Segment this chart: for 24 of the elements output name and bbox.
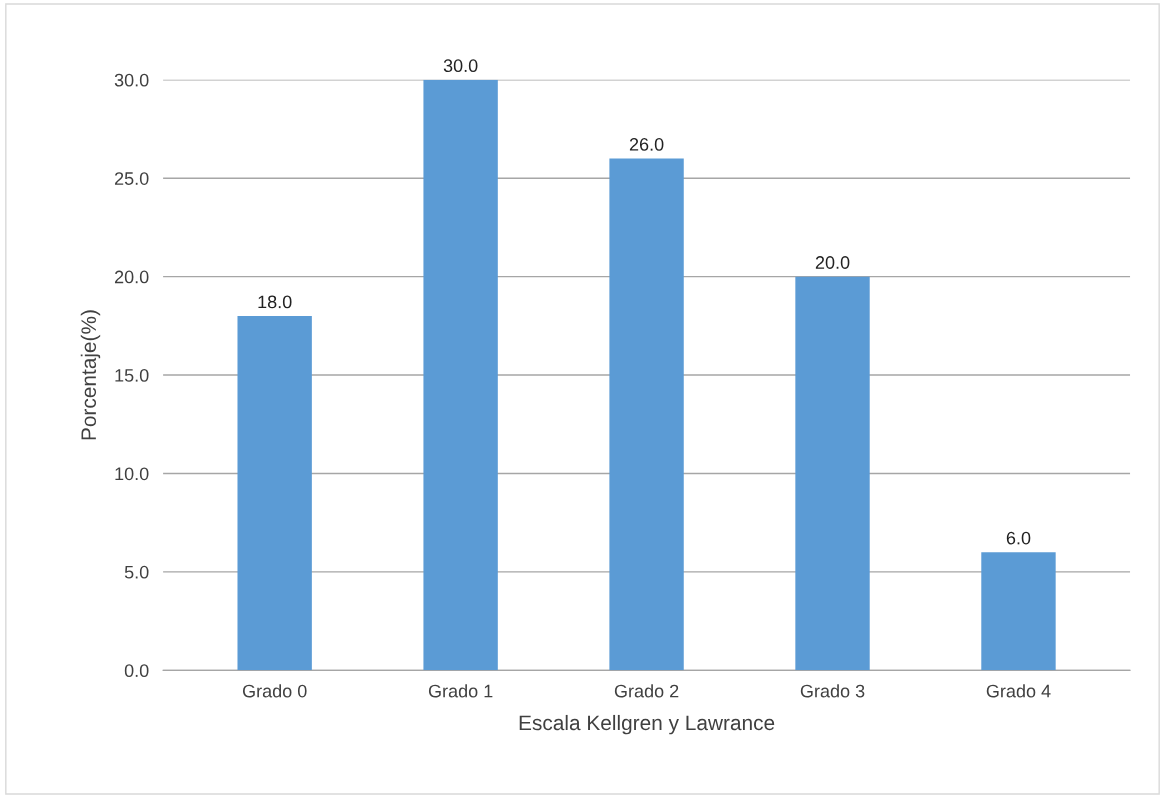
data-label: 20.0 <box>815 256 850 269</box>
y-axis-title: Porcentaje(%) <box>80 310 101 440</box>
y-tick-label: 5.0 <box>124 565 149 579</box>
data-label: 6.0 <box>1006 531 1031 545</box>
data-label: 26.0 <box>629 138 664 151</box>
y-tick-label: 10.0 <box>115 467 149 481</box>
x-tick-label: Grado 3 <box>800 684 865 698</box>
bar <box>981 552 1056 671</box>
y-tick-label: 20.0 <box>114 270 149 284</box>
x-tick-label: Grado 4 <box>986 684 1051 698</box>
x-tick-label: Grado 1 <box>428 684 493 698</box>
y-tick-label: 30.0 <box>114 73 149 87</box>
data-label: 30.0 <box>443 59 478 73</box>
bar <box>423 79 498 671</box>
y-tick-label: 0.0 <box>124 664 149 678</box>
y-tick-label: 15.0 <box>115 368 149 382</box>
bar <box>609 158 684 671</box>
y-tick-label: 25.0 <box>114 172 149 185</box>
bar <box>237 316 312 671</box>
x-axis-title: Escala Kellgren y Lawrance <box>519 714 775 735</box>
bar <box>795 276 870 671</box>
x-tick-label: Grado 2 <box>614 684 679 698</box>
data-label: 18.0 <box>258 295 292 309</box>
x-tick-label: Grado 0 <box>242 684 307 698</box>
